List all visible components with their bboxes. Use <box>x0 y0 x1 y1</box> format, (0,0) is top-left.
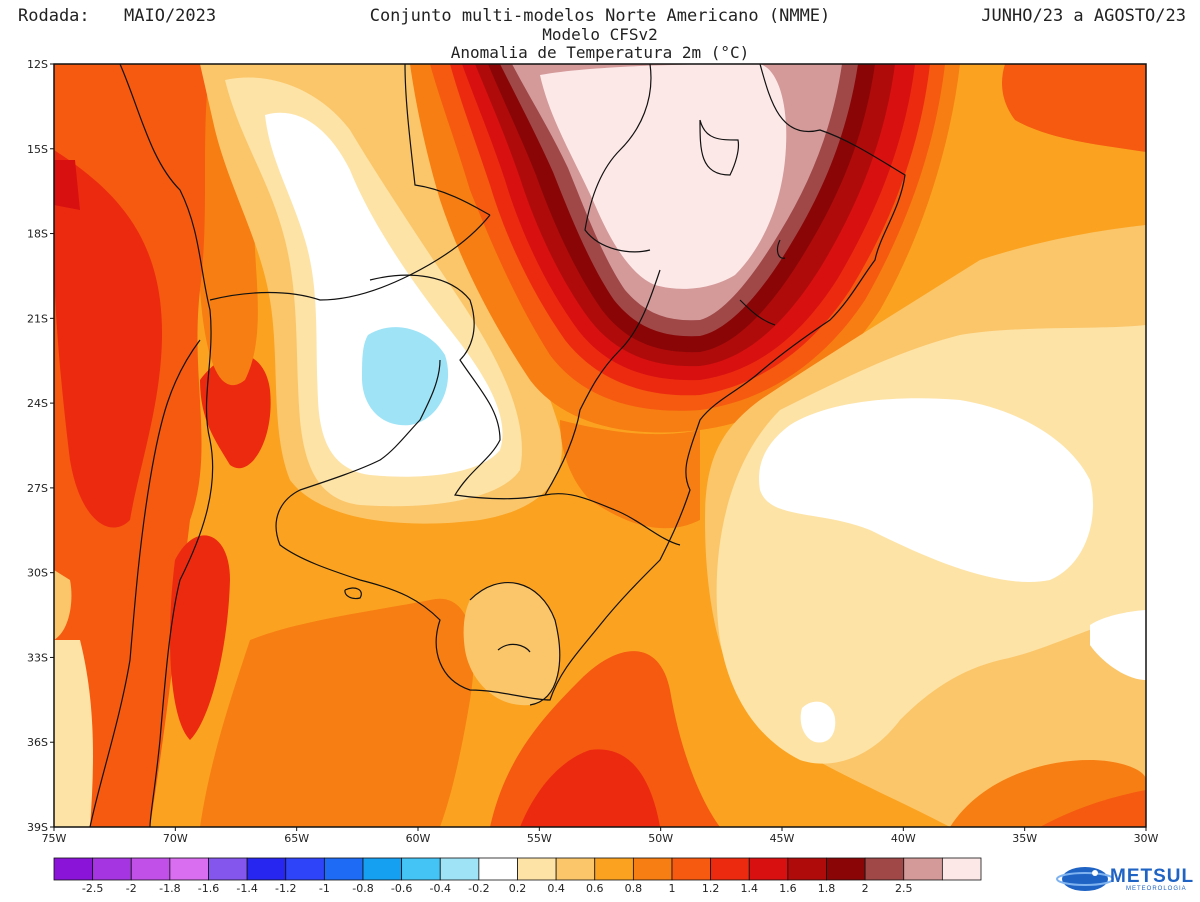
legend-swatch <box>594 857 634 881</box>
map-frame <box>53 63 1147 828</box>
legend-swatch <box>787 857 827 881</box>
lat-tick-label: 24S <box>27 397 48 410</box>
metsul-logo-icon <box>1056 867 1114 891</box>
legend-swatch <box>208 857 248 881</box>
legend-label: 1.4 <box>741 882 759 895</box>
legend-swatch <box>478 857 518 881</box>
legend-label: -0.8 <box>352 882 373 895</box>
legend-label: -1.2 <box>275 882 296 895</box>
legend-swatch <box>671 857 712 881</box>
lat-tick-label: 30S <box>27 567 48 580</box>
legend-swatch <box>169 857 209 881</box>
metsul-logo: METSUL <box>1110 866 1195 887</box>
color-legend: -2.5 -2 -1.8 -1.6 -1.4 -1.2 -1 -0.8 -0.6 -0.4 -0.2… <box>53 857 982 895</box>
legend-swatch <box>246 857 287 881</box>
legend-label: -1 <box>319 882 330 895</box>
legend-swatch <box>285 857 325 881</box>
legend-label: -1.6 <box>198 882 219 895</box>
legend-swatch <box>748 857 789 881</box>
lat-tick-label: 39S <box>27 821 48 834</box>
lat-tick-label: 15S <box>27 143 48 156</box>
legend-swatch <box>130 857 171 881</box>
legend-label: -1.8 <box>159 882 180 895</box>
legend-swatch <box>903 857 943 881</box>
legend-label: 2 <box>862 882 869 895</box>
lon-tick-label: 30W <box>1134 832 1159 845</box>
lon-tick-label: 35W <box>1012 832 1037 845</box>
lat-tick-label: 36S <box>27 736 48 749</box>
lon-tick-label: 60W <box>406 832 431 845</box>
legend-swatch <box>323 857 364 881</box>
legend-swatch <box>53 857 94 881</box>
metsul-tagline: METEOROLOGIA <box>1126 886 1187 892</box>
legend-swatch <box>555 857 596 881</box>
legend-label: 1.2 <box>702 882 720 895</box>
legend-label: 1.6 <box>779 882 797 895</box>
variable-name: Anomalia de Temperatura 2m (°C) <box>450 43 750 62</box>
legend-label: -0.2 <box>468 882 489 895</box>
lat-tick-label: 33S <box>27 651 48 664</box>
anomaly-fill <box>54 64 1146 827</box>
legend-swatch <box>401 857 441 881</box>
forecast-period: JUNHO/23 a AGOSTO/23 <box>981 6 1186 26</box>
legend-label: -2.5 <box>82 882 103 895</box>
legend-swatch <box>632 857 673 881</box>
model-name: Modelo CFSv2 <box>542 25 658 44</box>
legend-swatch <box>826 857 866 881</box>
lon-tick-label: 65W <box>284 832 309 845</box>
legend-label: -2 <box>126 882 137 895</box>
legend-swatch <box>439 857 480 881</box>
lon-tick-label: 70W <box>163 832 188 845</box>
run-date: MAIO/2023 <box>124 6 217 26</box>
legend-label: -0.4 <box>430 882 451 895</box>
legend-label: 0.6 <box>586 882 604 895</box>
lat-tick-label: 18S <box>27 228 48 241</box>
lon-tick-label: 75W <box>42 832 67 845</box>
country-borders <box>89 64 906 827</box>
legend-swatch <box>710 857 750 881</box>
lon-tick-label: 50W <box>648 832 673 845</box>
legend-swatch <box>941 857 982 881</box>
legend-label: -1.4 <box>236 882 257 895</box>
lon-tick-label: 45W <box>770 832 795 845</box>
map-title: Conjunto multi-modelos Norte Americano (… <box>369 6 831 26</box>
legend-label: 0.8 <box>625 882 643 895</box>
lat-tick-label: 12S <box>27 58 48 71</box>
lat-tick-label: 21S <box>27 312 48 325</box>
lon-tick-label: 55W <box>527 832 552 845</box>
lon-tick-label: 40W <box>891 832 916 845</box>
legend-label: 1 <box>669 882 676 895</box>
lat-tick-label: 27S <box>27 482 48 495</box>
run-label: Rodada: <box>18 6 90 26</box>
legend-label: -0.6 <box>391 882 412 895</box>
legend-swatch <box>92 857 132 881</box>
legend-label: 0.4 <box>547 882 565 895</box>
legend-swatch <box>362 857 403 881</box>
axis-ticks: 75W 70W 65W 60W 55W 50W 45W 40W 35W 30W 12S 15S 18S 2… <box>27 58 1159 845</box>
legend-swatch <box>864 857 905 881</box>
legend-swatch <box>517 857 557 881</box>
legend-label: 2.5 <box>895 882 913 895</box>
legend-label: 1.8 <box>818 882 836 895</box>
legend-label: 0.2 <box>509 882 527 895</box>
